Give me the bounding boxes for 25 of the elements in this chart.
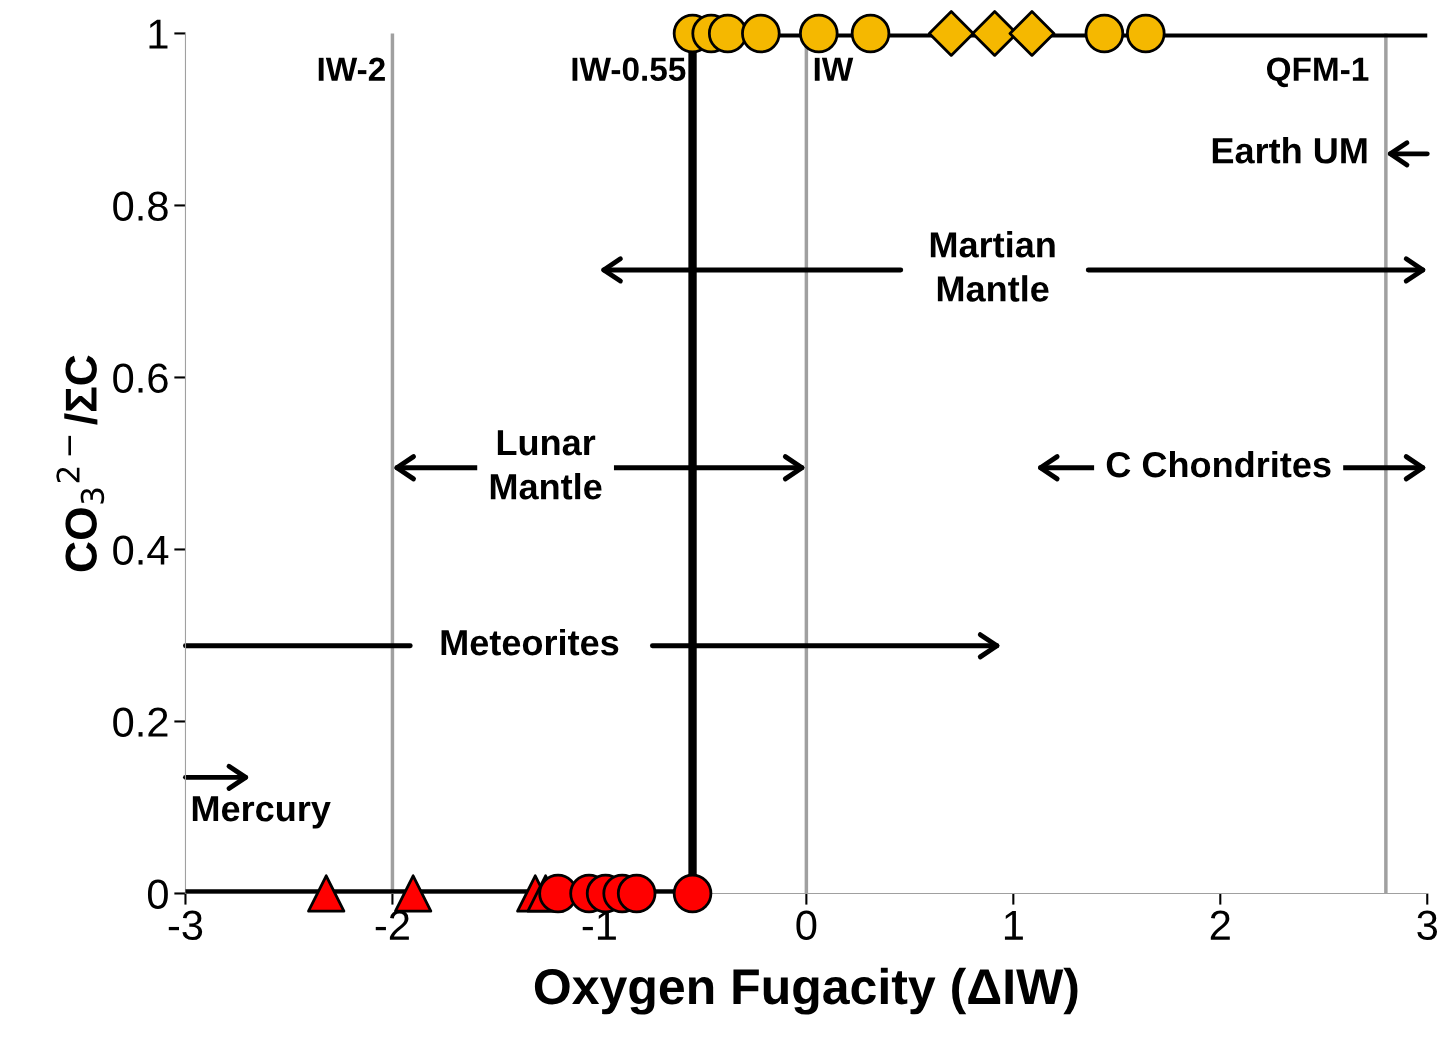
annotation: IW-0.55 — [572, 57, 686, 82]
annotation: Earth UM — [1212, 137, 1367, 164]
annotation: C Chondrites — [1106, 450, 1331, 478]
x-tick-label: -3 — [168, 910, 203, 941]
x-tick-label: -2 — [375, 910, 409, 940]
annotation: Martian Mantle — [930, 231, 1055, 302]
x-tick-label: 2 — [1210, 910, 1230, 940]
y-tick-label: 0 — [147, 879, 168, 909]
y-tick-label: 0.4 — [113, 535, 169, 565]
ref-line-label: IW-2 — [318, 57, 385, 81]
x-tick-label: 1 — [1004, 910, 1023, 940]
ref-line-label: QFM-1 — [1267, 57, 1369, 88]
x-tick-label: -1 — [582, 910, 616, 940]
y-axis-title: CO$_{3}$$^{2−}$/ΣC — [56, 355, 105, 572]
annotation: Mercury — [192, 796, 331, 829]
y-tick-label: 0.2 — [113, 707, 168, 737]
x-tick-label: 0 — [796, 910, 817, 941]
y-tick-label: 0.6 — [113, 363, 168, 393]
annotation: Lunar Mantle — [490, 430, 602, 500]
ref-line-label: IW — [814, 57, 854, 81]
x-tick-label: 3 — [1417, 910, 1438, 941]
x-axis-title: Oxygen Fugacity (ΔIW) — [534, 967, 1078, 1015]
annotation: Meteorites — [441, 628, 619, 656]
y-tick-label: 1 — [149, 19, 168, 49]
y-tick-label: 0.8 — [113, 191, 168, 221]
